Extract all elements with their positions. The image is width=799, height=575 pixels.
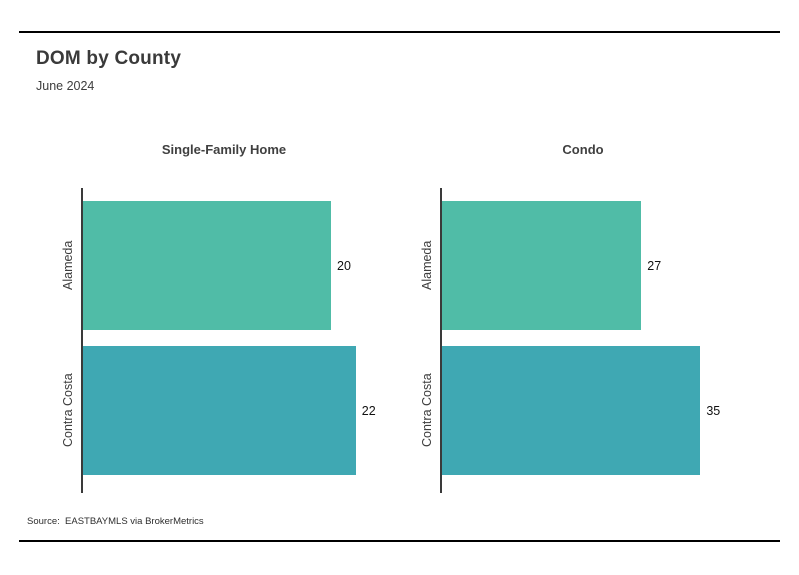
bottom-rule-divider xyxy=(19,540,780,542)
category-axis: Alameda Contra Costa xyxy=(55,188,81,493)
chart-single-family-home: Single-Family Home Alameda Contra Costa 2… xyxy=(55,140,393,493)
bar-contra-costa xyxy=(83,346,356,475)
page-subtitle: June 2024 xyxy=(36,79,95,93)
bar-value-label: 20 xyxy=(337,258,351,273)
chart-body: Alameda Contra Costa 27 35 xyxy=(414,188,752,493)
category-label-contra-costa: Contra Costa xyxy=(420,373,434,448)
bar-row-alameda: 27 xyxy=(442,201,752,330)
bar-alameda xyxy=(442,201,642,330)
header: DOM by County June 2024 xyxy=(36,48,181,93)
bar-row-alameda: 20 xyxy=(83,201,393,330)
chart-title: Condo xyxy=(562,142,604,157)
category-label-alameda: Alameda xyxy=(420,240,434,291)
category-axis: Alameda Contra Costa xyxy=(414,188,440,493)
bar-row-contra-costa: 22 xyxy=(83,346,393,475)
top-rule-divider xyxy=(19,31,780,33)
page-title: DOM by County xyxy=(36,48,182,69)
bar-contra-costa xyxy=(442,346,701,475)
chart-title: Single-Family Home xyxy=(161,142,287,157)
bar-row-contra-costa: 35 xyxy=(442,346,752,475)
chart-body: Alameda Contra Costa 20 22 xyxy=(55,188,393,493)
plot-area: 20 22 xyxy=(81,188,393,493)
source-note: Source: EASTBAYMLS via BrokerMetrics xyxy=(27,516,204,527)
plot-area: 27 35 xyxy=(440,188,752,493)
bar-alameda xyxy=(83,201,331,330)
bar-value-label: 35 xyxy=(706,403,721,418)
bar-value-label: 22 xyxy=(361,403,376,418)
category-label-alameda: Alameda xyxy=(61,240,75,291)
category-label-contra-costa: Contra Costa xyxy=(61,373,75,448)
bar-value-label: 27 xyxy=(647,258,662,273)
chart-condo: Condo Alameda Contra Costa 27 35 xyxy=(414,140,752,493)
